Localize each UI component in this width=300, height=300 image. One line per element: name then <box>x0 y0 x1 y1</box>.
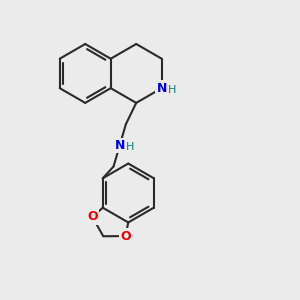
Text: N: N <box>157 82 167 95</box>
Text: H: H <box>168 85 177 94</box>
Text: O: O <box>87 211 98 224</box>
Text: N: N <box>115 139 125 152</box>
Text: H: H <box>126 142 135 152</box>
Text: O: O <box>120 230 131 243</box>
